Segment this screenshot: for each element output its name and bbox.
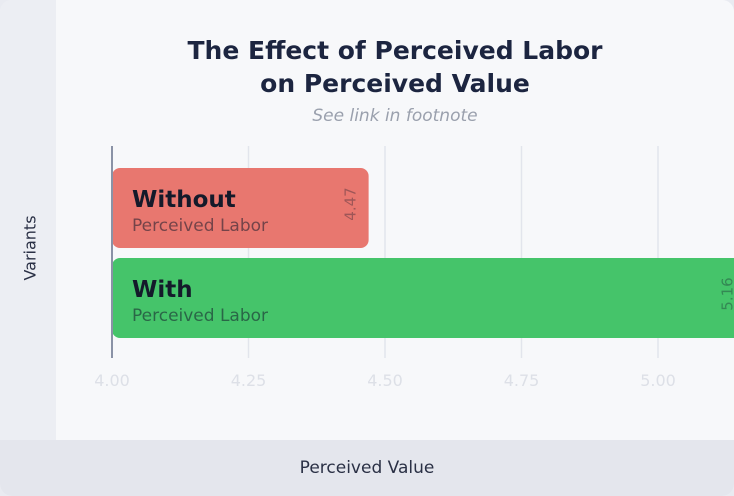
bar-value-label: 5.16	[718, 277, 734, 310]
y-axis-band	[0, 0, 56, 440]
chart-title: The Effect of Perceived Labor on Perceiv…	[56, 34, 734, 100]
x-tick-label: 5.00	[640, 371, 676, 390]
x-axis-label: Perceived Value	[299, 458, 435, 478]
bar-value-label: 4.47	[342, 187, 360, 220]
chart-title-line-2: on Perceived Value	[260, 69, 530, 98]
bar-category-label: With	[132, 277, 193, 303]
bar-chart: 4.00 4.25 4.50 4.75 5.00 Without Perceived Lab…	[94, 146, 734, 390]
x-tick-label: 4.25	[231, 371, 267, 390]
x-tick-label: 4.50	[367, 371, 403, 390]
chart-subtitle: See link in footnote	[312, 106, 478, 126]
x-tick-label: 4.75	[504, 371, 540, 390]
bar-category-sublabel: Perceived Labor	[132, 306, 268, 326]
bar	[112, 258, 734, 338]
bar-category-label: Without	[132, 187, 236, 213]
bar-category-sublabel: Perceived Labor	[132, 216, 268, 236]
x-tick-label: 4.00	[94, 371, 130, 390]
chart-title-line-1: The Effect of Perceived Labor	[187, 36, 603, 65]
x-axis-band	[0, 440, 734, 496]
bar	[112, 168, 369, 248]
